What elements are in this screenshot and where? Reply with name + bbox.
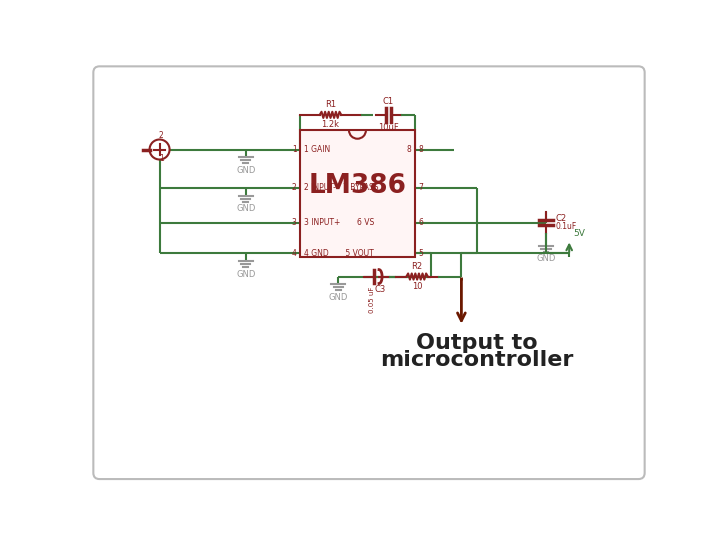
Text: 1: 1 xyxy=(292,145,297,154)
Text: R1: R1 xyxy=(325,100,336,110)
Text: 8: 8 xyxy=(407,145,411,154)
Text: 6: 6 xyxy=(418,218,423,227)
Text: 10: 10 xyxy=(412,282,423,291)
FancyBboxPatch shape xyxy=(94,66,644,479)
Text: GND: GND xyxy=(236,166,256,174)
Bar xyxy=(300,130,415,257)
Text: GND: GND xyxy=(236,269,256,279)
Text: C2: C2 xyxy=(555,214,567,224)
Text: 2 INPUT-   7 BYPASS: 2 INPUT- 7 BYPASS xyxy=(305,184,379,192)
Text: 0.1uF: 0.1uF xyxy=(555,222,577,231)
Text: 0.05 uF: 0.05 uF xyxy=(369,287,375,313)
Text: R2: R2 xyxy=(412,262,423,271)
Text: 5V: 5V xyxy=(573,229,585,238)
Text: GND: GND xyxy=(328,293,348,302)
Text: 7: 7 xyxy=(418,184,423,192)
Text: microcontroller: microcontroller xyxy=(380,350,574,370)
Text: GND: GND xyxy=(236,204,256,213)
Text: 1: 1 xyxy=(158,154,163,163)
Text: 3 INPUT+       6 VS: 3 INPUT+ 6 VS xyxy=(305,218,374,227)
Text: 4 GND       5 VOUT: 4 GND 5 VOUT xyxy=(305,249,374,258)
Text: C1: C1 xyxy=(383,97,394,106)
Text: 8: 8 xyxy=(418,145,423,154)
Text: 2: 2 xyxy=(292,184,297,192)
Text: 2: 2 xyxy=(158,131,163,140)
Text: C3: C3 xyxy=(374,285,385,294)
Text: 4: 4 xyxy=(292,249,297,258)
Text: 3: 3 xyxy=(292,218,297,227)
Text: 5: 5 xyxy=(418,249,423,258)
Text: 10uF: 10uF xyxy=(378,123,399,132)
Text: 1 GAIN: 1 GAIN xyxy=(305,145,330,154)
Text: 1.2k: 1.2k xyxy=(322,120,340,129)
Text: GND: GND xyxy=(536,254,556,263)
Text: Output to: Output to xyxy=(416,333,538,353)
Text: LM386: LM386 xyxy=(308,173,407,199)
